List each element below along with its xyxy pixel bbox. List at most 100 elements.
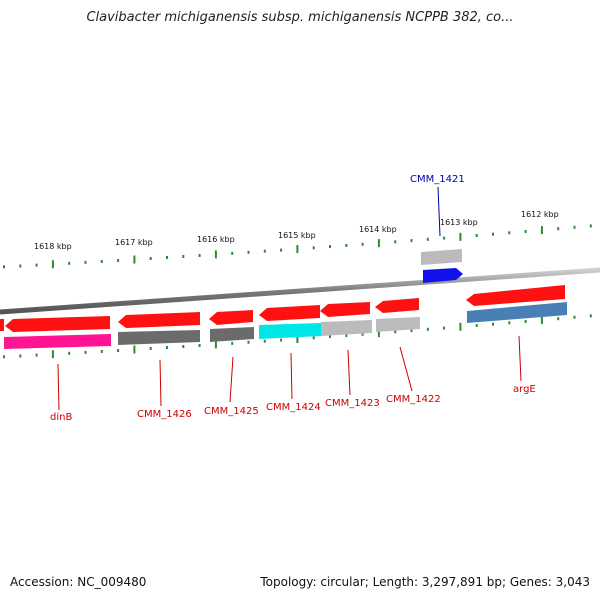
scale-tick-minor [557, 317, 559, 320]
cds-arrow-cmm-1425[interactable] [209, 310, 253, 325]
scale-tick-minor [411, 239, 413, 242]
scale-tick-minor [182, 255, 184, 258]
scale-label-1614: 1614 kbp [359, 225, 397, 234]
scale-tick-minor [557, 227, 559, 230]
scale-tick-minor [525, 320, 527, 323]
scale-tick-minor [150, 257, 152, 260]
scale-tick-minor [427, 328, 429, 331]
scale-tick-minor [19, 355, 21, 358]
gene-label-cmm-1422[interactable]: CMM_1422 [386, 394, 441, 405]
scale-tick-minor [313, 336, 315, 339]
cds-arrow-dinb[interactable] [5, 316, 110, 332]
gene-bar-cmm-1426[interactable] [118, 330, 200, 345]
gene-label-cmm-1426[interactable]: CMM_1426 [137, 409, 192, 420]
scale-label-1617: 1617 kbp [115, 238, 153, 247]
gene-label-arge[interactable]: argE [513, 384, 536, 395]
cds-arrow-partial-left[interactable] [0, 319, 4, 331]
scale-tick-minor [476, 324, 478, 327]
gene-bar-cmm-1424[interactable] [259, 323, 321, 339]
scale-tick-minor [231, 252, 233, 255]
scale-tick-minor [574, 226, 576, 229]
gene-label-cmm-1423[interactable]: CMM_1423 [325, 398, 380, 409]
gene-label-dinb[interactable]: dinB [50, 412, 72, 423]
scale-tick-major [378, 239, 380, 247]
gene-bar-dinb[interactable] [4, 334, 111, 349]
scale-tick-minor [394, 330, 396, 333]
scale-tick-minor [394, 240, 396, 243]
scale-label-1612: 1612 kbp [521, 210, 559, 219]
gene-label-cmm-1424[interactable]: CMM_1424 [266, 402, 321, 413]
scale-tick-major [52, 350, 54, 358]
scale-tick-minor [3, 355, 5, 358]
scale-tick-minor [166, 346, 168, 349]
scale-tick-minor [443, 237, 445, 240]
scale-tick-minor [313, 246, 315, 249]
scale-tick-minor [492, 323, 494, 326]
scale-tick-minor [101, 260, 103, 263]
scale-tick-minor [36, 264, 38, 267]
gene-bar-cmm-1423[interactable] [321, 320, 372, 336]
scale-tick-minor [590, 314, 592, 317]
scale-tick-minor [574, 316, 576, 319]
cds-arrow-cmm-1426[interactable] [118, 312, 200, 328]
scale-tick-minor [231, 342, 233, 345]
gene-label-cmm-1425[interactable]: CMM_1425 [204, 406, 259, 417]
scale-tick-minor [280, 249, 282, 252]
scale-tick-minor [264, 250, 266, 253]
scale-tick-minor [85, 351, 87, 354]
accession-text: Accession: NC_009480 [10, 575, 146, 589]
scale-label-1615: 1615 kbp [278, 231, 316, 240]
scale-tick-minor [19, 265, 21, 268]
gene-bar-cmm-1422[interactable] [376, 317, 420, 332]
scale-tick-minor [329, 245, 331, 248]
scale-tick-major [215, 250, 217, 258]
scale-tick-minor [150, 347, 152, 350]
scale-tick-minor [166, 256, 168, 259]
scale-tick-minor [427, 238, 429, 241]
scale-tick-minor [443, 327, 445, 330]
scale-tick-major [459, 323, 461, 331]
scale-tick-minor [476, 234, 478, 237]
scale-tick-minor [492, 233, 494, 236]
cds-arrow-cmm-1423[interactable] [320, 302, 370, 317]
scale-tick-minor [68, 352, 70, 355]
scale-tick-major [52, 260, 54, 268]
scale-tick-minor [117, 349, 119, 352]
gene-label-cmm-1421[interactable]: CMM_1421 [410, 174, 465, 185]
scale-tick-minor [508, 231, 510, 234]
cds-arrow-arge[interactable] [466, 285, 565, 306]
gene-bar-cmm-1425[interactable] [210, 327, 254, 342]
scale-tick-major [133, 346, 135, 354]
gene-cmm-1421-bar[interactable] [421, 249, 462, 265]
scale-tick-major [133, 256, 135, 264]
scale-tick-major [296, 245, 298, 253]
scale-tick-minor [248, 341, 250, 344]
scale-tick-minor [36, 354, 38, 357]
scale-tick-minor [362, 243, 364, 246]
scale-tick-minor [68, 262, 70, 265]
scale-tick-minor [199, 344, 201, 347]
scale-tick-minor [182, 345, 184, 348]
scale-tick-minor [525, 230, 527, 233]
cds-arrow-cmm-1424[interactable] [259, 305, 320, 321]
scale-tick-minor [3, 265, 5, 268]
scale-label-1616: 1616 kbp [197, 235, 235, 244]
scale-tick-minor [508, 321, 510, 324]
scale-tick-minor [85, 261, 87, 264]
scale-tick-minor [199, 254, 201, 257]
scale-tick-minor [248, 251, 250, 254]
scale-tick-minor [264, 340, 266, 343]
scale-tick-minor [345, 244, 347, 247]
cds-arrow-cmm-1422[interactable] [375, 298, 419, 313]
scale-tick-minor [280, 339, 282, 342]
scale-tick-major [541, 226, 543, 234]
scale-label-1618: 1618 kbp [34, 242, 72, 251]
scale-tick-minor [329, 335, 331, 338]
scale-label-1613: 1613 kbp [440, 218, 478, 227]
scale-tick-minor [101, 350, 103, 353]
scale-tick-minor [117, 259, 119, 262]
genome-summary-text: Topology: circular; Length: 3,297,891 bp… [260, 575, 590, 589]
scale-tick-major [541, 316, 543, 324]
scale-tick-major [459, 233, 461, 241]
